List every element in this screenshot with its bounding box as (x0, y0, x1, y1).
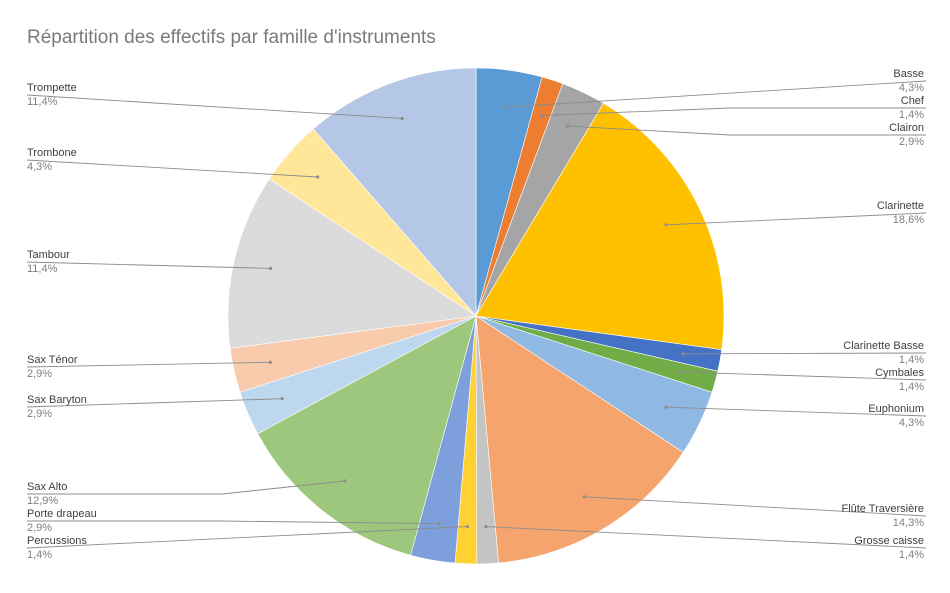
leader-line-flute-traversiere (584, 496, 927, 517)
leader-line-clarinette-basse (683, 352, 927, 355)
leader-dot-sax-tenor (268, 360, 272, 364)
leader-dot-percussions (465, 525, 469, 529)
slice-label-clarinette-basse: Clarinette Basse (843, 340, 924, 352)
leader-line-porte-drapeau (27, 520, 440, 525)
slice-value-trombone: 4,3% (27, 161, 52, 173)
slice-value-clarinette-basse: 1,4% (899, 354, 924, 366)
leader-dot-chef (539, 113, 543, 118)
slice-value-flute-traversiere: 14,3% (893, 517, 924, 529)
slice-value-percussions: 1,4% (27, 549, 52, 561)
slice-label-trompette: Trompette (27, 82, 77, 94)
slice-label-grosse-caisse: Grosse caisse (854, 535, 924, 547)
leader-dot-sax-baryton (280, 397, 284, 401)
leader-line-sax-tenor (26, 361, 271, 368)
slice-label-sax-alto: Sax Alto (27, 481, 67, 493)
slice-value-euphonium: 4,3% (899, 417, 924, 429)
chart-title: Répartition des effectifs par famille d'… (27, 27, 436, 48)
slice-value-basse: 4,3% (899, 82, 924, 94)
leader-dot-clarinette-basse (681, 352, 686, 356)
leader-line-grosse-caisse (485, 526, 927, 549)
slice-label-trombone: Trombone (27, 147, 77, 159)
leader-dot-sax-alto (343, 479, 347, 483)
slice-value-porte-drapeau: 2,9% (27, 522, 52, 534)
slice-label-basse: Basse (893, 68, 924, 80)
slice-label-porte-drapeau: Porte drapeau (27, 508, 97, 520)
slice-label-flute-traversiere: Flûte Traversière (841, 503, 924, 515)
slice-value-sax-tenor: 2,9% (27, 368, 52, 380)
slice-value-tambour: 11,4% (27, 263, 58, 275)
pie-slice-trompette (312, 67, 477, 317)
leader-line-euphonium (666, 406, 927, 417)
leader-line-cymbales (679, 371, 927, 381)
leader-line-chef (541, 107, 926, 116)
slice-label-percussions: Percussions (27, 535, 87, 547)
slice-value-chef: 1,4% (899, 109, 924, 121)
leader-dot-euphonium (664, 405, 668, 409)
slice-label-euphonium: Euphonium (868, 403, 924, 415)
slice-label-tambour: Tambour (27, 249, 70, 261)
slice-label-cymbales: Cymbales (875, 367, 924, 379)
leader-line-sax-baryton (26, 398, 283, 408)
leader-dot-cymbales (677, 370, 681, 374)
slice-value-sax-baryton: 2,9% (27, 408, 52, 420)
slice-value-sax-alto: 12,9% (27, 495, 58, 507)
leader-line-sax-alto (27, 480, 345, 495)
pie-slice-clarinette (475, 102, 725, 351)
leader-line-trompette (26, 94, 403, 119)
slice-label-sax-tenor: Sax Ténor (27, 354, 78, 366)
leader-dot-trombone (316, 175, 320, 179)
leader-line-basse (504, 80, 927, 108)
pie-slice-sax-alto (257, 315, 477, 556)
leader-dot-flute-traversiere (582, 495, 586, 499)
leader-line-percussions (26, 526, 468, 549)
pie-slice-flute-traversiere (475, 315, 684, 564)
slice-value-grosse-caisse: 1,4% (899, 549, 924, 561)
leader-dot-tambour (269, 266, 273, 270)
leader-line-clarinette (666, 212, 927, 226)
leader-dot-porte-drapeau (437, 522, 441, 526)
slice-value-clairon: 2,9% (899, 136, 924, 148)
slice-label-clarinette: Clarinette (877, 200, 924, 212)
leader-line-tambour (26, 261, 271, 269)
leader-dot-grosse-caisse (484, 525, 488, 529)
slice-value-trompette: 11,4% (27, 96, 58, 108)
slice-label-chef: Chef (901, 95, 925, 107)
leader-dot-trompette (400, 116, 404, 121)
slice-label-sax-baryton: Sax Baryton (27, 394, 87, 406)
leader-dot-clarinette (664, 223, 668, 227)
slice-label-clairon: Clairon (889, 122, 924, 134)
leader-dot-clairon (565, 124, 570, 128)
leader-line-trombone (26, 159, 318, 178)
slice-value-cymbales: 1,4% (899, 381, 924, 393)
pie-slice-tambour (227, 178, 477, 349)
leader-line-clairon (567, 125, 926, 136)
slice-value-clarinette: 18,6% (893, 214, 924, 226)
leader-dot-basse (502, 105, 506, 109)
